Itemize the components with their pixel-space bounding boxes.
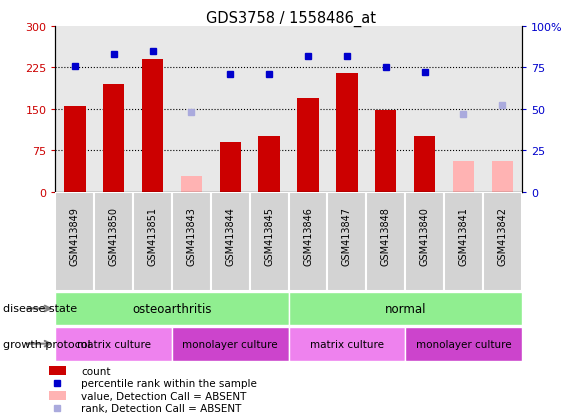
Bar [55,192,94,291]
Bar [250,192,289,291]
Bar [55,327,172,361]
Text: GSM413841: GSM413841 [458,207,469,266]
Bar [172,327,289,361]
Text: disease state: disease state [3,304,77,314]
Text: GSM413847: GSM413847 [342,207,352,266]
Text: GSM413846: GSM413846 [303,207,313,266]
Text: growth protocol: growth protocol [3,339,90,349]
Bar [336,74,357,192]
Bar [375,111,396,192]
Text: monolayer culture: monolayer culture [182,339,278,349]
Text: GSM413845: GSM413845 [264,207,274,266]
Text: GSM413848: GSM413848 [381,207,391,266]
Bar [211,192,250,291]
Text: GSM413840: GSM413840 [420,207,430,266]
Bar [55,292,289,325]
Bar [220,142,241,192]
Text: monolayer culture: monolayer culture [416,339,511,349]
Bar [172,192,211,291]
Text: GSM413851: GSM413851 [147,207,157,266]
Text: GSM413843: GSM413843 [187,207,196,266]
Bar [483,192,522,291]
Bar [48,366,66,375]
Text: GSM413842: GSM413842 [497,207,507,266]
Text: count: count [82,366,111,376]
Text: percentile rank within the sample: percentile rank within the sample [82,379,257,389]
Bar [405,192,444,291]
Bar [142,60,163,192]
Bar [133,192,172,291]
Bar [289,327,405,361]
Bar [289,192,328,291]
Bar [64,107,86,192]
Bar [453,162,474,192]
Text: GSM413849: GSM413849 [70,207,80,266]
Bar [48,391,66,400]
Bar [258,137,280,192]
Text: osteoarthritis: osteoarthritis [132,302,212,315]
Bar [491,162,513,192]
Bar [181,177,202,192]
Bar [366,192,405,291]
Bar [289,292,522,325]
Text: GSM413850: GSM413850 [108,207,119,266]
Bar [297,98,319,192]
Text: GSM413844: GSM413844 [225,207,236,266]
Bar [328,192,366,291]
Text: normal: normal [384,302,426,315]
Bar [444,192,483,291]
Text: value, Detection Call = ABSENT: value, Detection Call = ABSENT [82,391,247,401]
Text: matrix culture: matrix culture [77,339,150,349]
Bar [405,327,522,361]
Bar [94,192,133,291]
Text: rank, Detection Call = ABSENT: rank, Detection Call = ABSENT [82,403,242,413]
Text: GDS3758 / 1558486_at: GDS3758 / 1558486_at [206,10,377,26]
Bar [414,137,436,192]
Text: matrix culture: matrix culture [310,339,384,349]
Bar [103,85,124,192]
